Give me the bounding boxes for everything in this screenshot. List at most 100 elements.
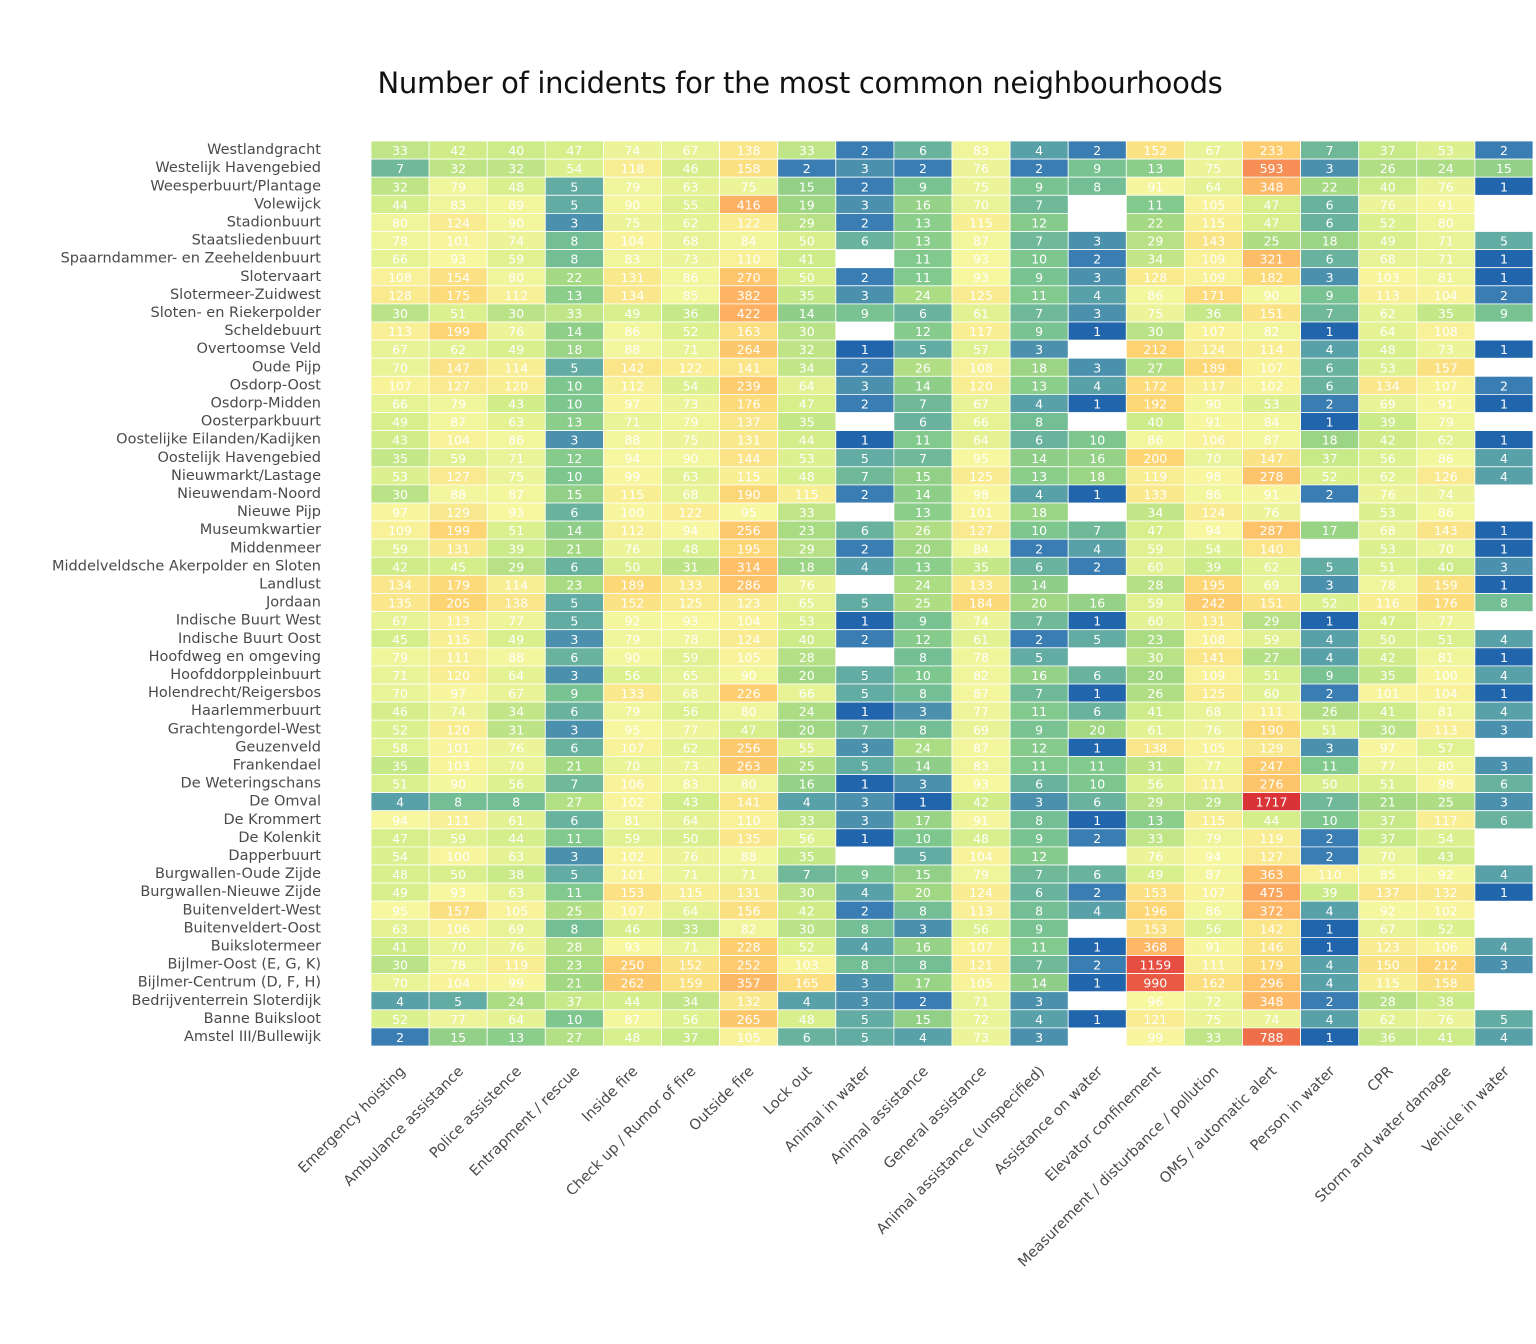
cell-value-label: 4 [803, 795, 811, 810]
cell-value-label: 190 [737, 487, 761, 502]
cell-value-label: 98 [1205, 469, 1221, 484]
cell-value-label: 23 [1147, 632, 1163, 647]
cell-value-label: 1 [1093, 487, 1101, 502]
cell-value-label: 5 [861, 451, 869, 466]
cell-value-label: 51 [450, 306, 466, 321]
cell-value-label: 109 [1202, 252, 1226, 267]
cell-value-label: 122 [679, 360, 703, 375]
cell-value-label: 103 [446, 758, 470, 773]
cell-value-label: 3 [570, 215, 578, 230]
cell-value-label: 5 [861, 1012, 869, 1027]
cell-value-label: 131 [737, 885, 761, 900]
cell-value-label: 41 [1147, 704, 1163, 719]
heatmap-cell-empty [1474, 503, 1533, 522]
row-label: Indische Buurt Oost [178, 631, 321, 647]
cell-value-label: 6 [570, 559, 578, 574]
cell-value-label: 153 [1143, 885, 1167, 900]
cell-value-label: 69 [973, 722, 989, 737]
cell-value-label: 4 [803, 994, 811, 1009]
cell-value-label: 61 [973, 632, 989, 647]
cell-value-label: 31 [683, 559, 699, 574]
cell-value-label: 87 [1205, 867, 1221, 882]
cell-value-label: 90 [741, 668, 757, 683]
cell-value-label: 11 [1322, 758, 1338, 773]
cell-value-label: 28 [566, 939, 582, 954]
row-label: Buitenveldert-Oost [184, 920, 322, 936]
cell-value-label: 56 [508, 777, 524, 792]
cell-value-label: 62 [683, 740, 699, 755]
cell-value-label: 9 [1326, 668, 1334, 683]
cell-value-label: 2 [919, 994, 927, 1009]
cell-value-label: 7 [1035, 867, 1043, 882]
cell-value-label: 74 [1264, 1012, 1280, 1027]
cell-value-label: 81 [624, 813, 640, 828]
cell-value-label: 265 [737, 1012, 761, 1027]
cell-value-label: 68 [683, 234, 699, 249]
cell-value-label: 86 [1438, 451, 1454, 466]
cell-value-label: 3 [1035, 994, 1043, 1009]
cell-value-label: 20 [915, 541, 931, 556]
cell-value-label: 200 [1143, 451, 1167, 466]
cell-value-label: 73 [683, 252, 699, 267]
cell-value-label: 39 [508, 541, 524, 556]
cell-value-label: 115 [795, 487, 819, 502]
cell-value-label: 1 [1093, 740, 1101, 755]
cell-value-label: 96 [1147, 994, 1163, 1009]
cell-value-label: 2 [1093, 252, 1101, 267]
cell-value-label: 16 [799, 777, 815, 792]
column-label: Ambulance assistance [341, 1063, 467, 1189]
cell-value-label: 205 [446, 596, 470, 611]
cell-value-label: 1717 [1256, 795, 1288, 810]
cell-value-label: 1 [1500, 885, 1508, 900]
cell-value-label: 74 [1438, 487, 1454, 502]
cell-value-label: 5 [570, 596, 578, 611]
cell-value-label: 76 [508, 324, 524, 339]
cell-value-label: 3 [861, 795, 869, 810]
cell-value-label: 93 [624, 939, 640, 954]
row-label: Staatsliedenbuurt [192, 233, 322, 249]
cell-value-label: 28 [1380, 994, 1396, 1009]
cell-value-label: 143 [1434, 523, 1458, 538]
cell-value-label: 121 [969, 958, 993, 973]
cell-value-label: 158 [1434, 976, 1458, 991]
cell-value-label: 3 [570, 849, 578, 864]
cell-value-label: 75 [741, 179, 757, 194]
cell-value-label: 65 [799, 596, 815, 611]
chart-title: Number of incidents for the most common … [377, 66, 1223, 100]
cell-value-label: 123 [1376, 939, 1400, 954]
cell-value-label: 106 [1434, 939, 1458, 954]
cell-value-label: 75 [508, 469, 524, 484]
cell-value-label: 59 [624, 831, 640, 846]
cell-value-label: 146 [1260, 939, 1284, 954]
cell-value-label: 35 [392, 758, 408, 773]
cell-value-label: 9 [1326, 288, 1334, 303]
cell-value-label: 40 [1147, 415, 1163, 430]
cell-value-label: 90 [683, 451, 699, 466]
cell-value-label: 226 [737, 686, 761, 701]
cell-value-label: 10 [1089, 777, 1105, 792]
cell-value-label: 11 [915, 252, 931, 267]
cell-value-label: 13 [566, 415, 582, 430]
cell-value-label: 9 [1035, 324, 1043, 339]
cell-value-label: 3 [1500, 958, 1508, 973]
cell-value-label: 357 [737, 976, 761, 991]
cell-value-label: 16 [915, 939, 931, 954]
cell-value-label: 37 [1380, 813, 1396, 828]
cell-value-label: 34 [1147, 505, 1163, 520]
cell-value-label: 95 [741, 505, 757, 520]
cell-value-label: 97 [1380, 740, 1396, 755]
cell-value-label: 42 [973, 795, 989, 810]
cell-value-label: 86 [1147, 288, 1163, 303]
cell-value-label: 47 [1147, 523, 1163, 538]
cell-value-label: 2 [1035, 161, 1043, 176]
cell-value-label: 51 [1380, 559, 1396, 574]
cell-value-label: 1 [1500, 270, 1508, 285]
cell-value-label: 372 [1260, 903, 1284, 918]
cell-value-label: 10 [566, 378, 582, 393]
heatmap-cell-empty [1474, 322, 1533, 341]
cell-value-label: 64 [508, 1012, 524, 1027]
cell-value-label: 30 [799, 324, 815, 339]
cell-value-label: 15 [915, 1012, 931, 1027]
cell-value-label: 8 [1035, 813, 1043, 828]
cell-value-label: 22 [1322, 179, 1338, 194]
